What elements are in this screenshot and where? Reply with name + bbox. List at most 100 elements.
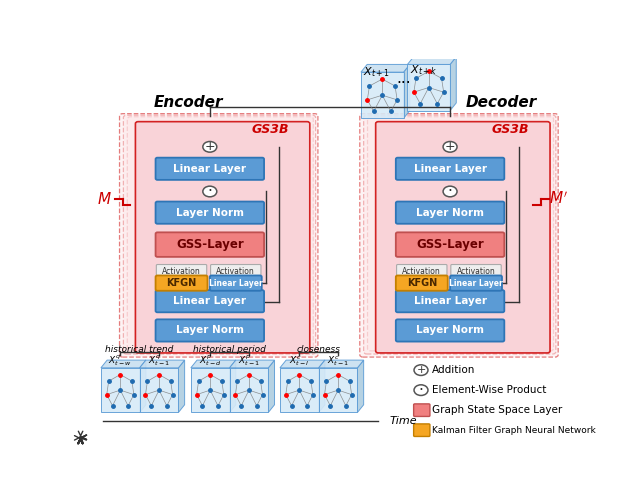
Polygon shape bbox=[361, 72, 404, 119]
Text: ·: · bbox=[419, 383, 424, 398]
Text: $X^q_{t-1}$: $X^q_{t-1}$ bbox=[148, 353, 170, 369]
Text: Linear Layer: Linear Layer bbox=[173, 296, 246, 306]
Polygon shape bbox=[408, 64, 450, 111]
Polygon shape bbox=[140, 360, 146, 412]
FancyBboxPatch shape bbox=[451, 265, 501, 278]
Text: Layer Norm: Layer Norm bbox=[176, 208, 244, 217]
Text: $M$: $M$ bbox=[97, 191, 112, 207]
Text: +: + bbox=[445, 140, 456, 154]
FancyBboxPatch shape bbox=[156, 232, 264, 257]
Text: historical period: historical period bbox=[193, 345, 266, 354]
FancyBboxPatch shape bbox=[450, 276, 502, 291]
Circle shape bbox=[443, 142, 457, 152]
Text: Layer Norm: Layer Norm bbox=[416, 208, 484, 217]
Text: Activation: Activation bbox=[403, 267, 441, 276]
Text: GS3B: GS3B bbox=[252, 123, 289, 136]
Text: GS3B: GS3B bbox=[492, 123, 529, 136]
Text: $X_{t+k}$: $X_{t+k}$ bbox=[410, 63, 437, 77]
Polygon shape bbox=[230, 360, 275, 368]
FancyBboxPatch shape bbox=[396, 319, 504, 341]
Text: Activation: Activation bbox=[457, 267, 495, 276]
Polygon shape bbox=[140, 368, 179, 412]
Polygon shape bbox=[101, 368, 140, 412]
FancyBboxPatch shape bbox=[396, 157, 504, 180]
Polygon shape bbox=[361, 64, 410, 72]
Circle shape bbox=[203, 142, 217, 152]
Polygon shape bbox=[230, 368, 268, 412]
Polygon shape bbox=[191, 360, 236, 368]
Text: $X^c_{t-1}$: $X^c_{t-1}$ bbox=[327, 354, 349, 368]
FancyBboxPatch shape bbox=[120, 114, 318, 357]
Text: +: + bbox=[416, 365, 426, 375]
Circle shape bbox=[203, 186, 217, 197]
Text: Activation: Activation bbox=[216, 267, 255, 276]
Text: Linear Layer: Linear Layer bbox=[209, 278, 262, 288]
Text: Linear Layer: Linear Layer bbox=[413, 164, 486, 174]
Polygon shape bbox=[191, 368, 230, 412]
FancyBboxPatch shape bbox=[413, 424, 430, 436]
FancyBboxPatch shape bbox=[156, 319, 264, 341]
FancyBboxPatch shape bbox=[367, 117, 554, 351]
FancyBboxPatch shape bbox=[211, 265, 261, 278]
Text: Activation: Activation bbox=[162, 267, 201, 276]
FancyBboxPatch shape bbox=[397, 265, 447, 278]
Polygon shape bbox=[319, 368, 358, 412]
Text: Layer Norm: Layer Norm bbox=[416, 326, 484, 336]
Text: Layer Norm: Layer Norm bbox=[176, 326, 244, 336]
FancyBboxPatch shape bbox=[210, 276, 262, 291]
Text: Encoder: Encoder bbox=[154, 95, 223, 110]
Text: $X^q_{t-w}$: $X^q_{t-w}$ bbox=[108, 353, 132, 369]
Text: Element-Wise Product: Element-Wise Product bbox=[432, 385, 546, 395]
FancyBboxPatch shape bbox=[127, 117, 313, 351]
FancyBboxPatch shape bbox=[156, 290, 264, 312]
Polygon shape bbox=[404, 64, 410, 119]
FancyBboxPatch shape bbox=[376, 122, 550, 353]
FancyBboxPatch shape bbox=[124, 115, 316, 354]
Polygon shape bbox=[319, 360, 364, 368]
Text: historical trend: historical trend bbox=[106, 345, 174, 354]
FancyBboxPatch shape bbox=[360, 114, 558, 357]
Polygon shape bbox=[140, 360, 184, 368]
FancyBboxPatch shape bbox=[396, 232, 504, 257]
Text: Linear Layer: Linear Layer bbox=[413, 296, 486, 306]
Text: +: + bbox=[205, 140, 215, 154]
Text: $X^p_{t-1}$: $X^p_{t-1}$ bbox=[238, 353, 260, 369]
Text: $X_{t+1}$: $X_{t+1}$ bbox=[364, 65, 390, 79]
Polygon shape bbox=[319, 360, 325, 412]
Polygon shape bbox=[358, 360, 364, 412]
Text: Linear Layer: Linear Layer bbox=[449, 278, 503, 288]
Text: Linear Layer: Linear Layer bbox=[173, 164, 246, 174]
Text: KFGN: KFGN bbox=[166, 278, 196, 288]
Text: Kalman Filter Graph Neural Network: Kalman Filter Graph Neural Network bbox=[432, 426, 596, 434]
Circle shape bbox=[414, 385, 428, 396]
Polygon shape bbox=[268, 360, 275, 412]
Text: Graph State Space Layer: Graph State Space Layer bbox=[432, 405, 562, 415]
FancyBboxPatch shape bbox=[396, 290, 504, 312]
Text: Decoder: Decoder bbox=[466, 95, 537, 110]
FancyBboxPatch shape bbox=[156, 276, 207, 291]
Polygon shape bbox=[280, 368, 319, 412]
Text: Time: Time bbox=[390, 416, 418, 426]
Text: $X^p_{t-d}$: $X^p_{t-d}$ bbox=[199, 353, 221, 369]
Text: ·: · bbox=[207, 184, 212, 199]
Polygon shape bbox=[179, 360, 184, 412]
Polygon shape bbox=[450, 57, 456, 111]
Circle shape bbox=[414, 365, 428, 375]
Polygon shape bbox=[408, 57, 456, 64]
Text: GSS-Layer: GSS-Layer bbox=[416, 238, 484, 251]
FancyBboxPatch shape bbox=[396, 276, 448, 291]
FancyBboxPatch shape bbox=[156, 202, 264, 224]
FancyBboxPatch shape bbox=[413, 404, 430, 416]
Text: Addition: Addition bbox=[432, 365, 476, 375]
Text: closeness: closeness bbox=[297, 345, 340, 354]
FancyBboxPatch shape bbox=[156, 157, 264, 180]
FancyBboxPatch shape bbox=[156, 265, 207, 278]
Polygon shape bbox=[230, 360, 236, 412]
Text: ·: · bbox=[447, 184, 452, 199]
Circle shape bbox=[443, 186, 457, 197]
FancyBboxPatch shape bbox=[364, 115, 556, 354]
FancyBboxPatch shape bbox=[136, 122, 310, 353]
Text: $X^c_{t-l}$: $X^c_{t-l}$ bbox=[289, 354, 310, 368]
Polygon shape bbox=[280, 360, 325, 368]
Text: ...: ... bbox=[397, 71, 412, 86]
